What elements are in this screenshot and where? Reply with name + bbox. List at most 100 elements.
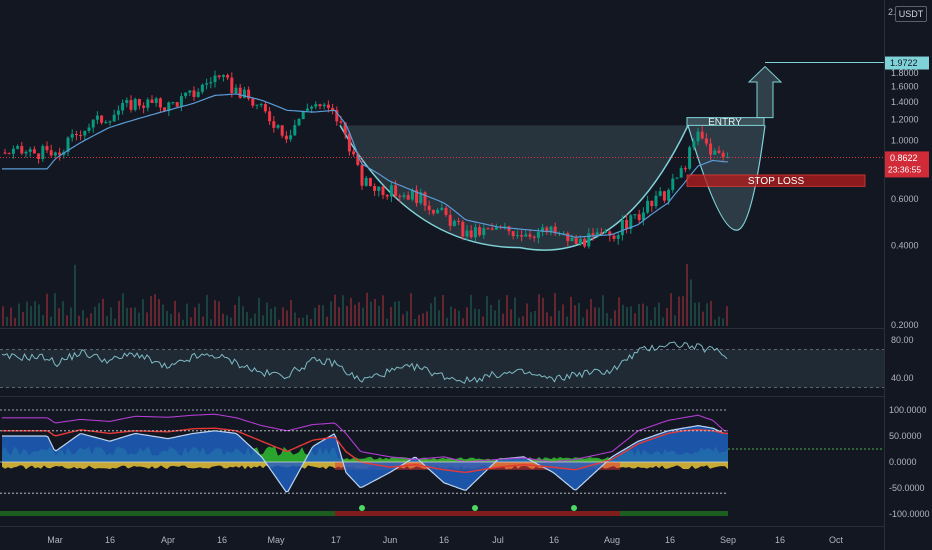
volume-bar (62, 301, 64, 326)
volume-bar (374, 298, 376, 326)
volume-bar (194, 307, 196, 326)
volume-bar (170, 313, 172, 326)
candle-body (616, 235, 620, 239)
candle-body (583, 238, 587, 247)
volume-bar (606, 313, 608, 326)
volume-bar (218, 301, 220, 326)
candle-body (650, 200, 654, 207)
volume-bar (306, 314, 308, 326)
volume-bar (318, 304, 320, 326)
volume-bar (198, 303, 200, 326)
candle-body (87, 127, 91, 131)
candle-body (524, 234, 528, 237)
candle-body (675, 177, 679, 179)
volume-bar (154, 294, 156, 326)
volume-bar (630, 306, 632, 326)
volume-bar (602, 295, 604, 326)
candle-body (129, 100, 133, 110)
time-tick: 17 (331, 535, 341, 545)
candle-body (347, 133, 351, 152)
candle-body (368, 177, 372, 186)
volume-bar (322, 305, 324, 326)
candle-body (142, 105, 146, 108)
candle-body (490, 228, 494, 230)
candle-body (91, 119, 95, 128)
candle-body (419, 192, 423, 204)
candle-body (591, 233, 595, 235)
volume-bar (486, 296, 488, 326)
volume-bar (482, 316, 484, 326)
volume-bar (202, 316, 204, 326)
candle-body (696, 131, 700, 142)
candle-body (7, 153, 11, 155)
volume-bar (522, 316, 524, 326)
candle-body (125, 100, 129, 103)
volume-bar (38, 304, 40, 326)
volume-bar (466, 307, 468, 326)
candle-body (137, 98, 141, 106)
volume-bar (702, 311, 704, 326)
volume-bar (282, 307, 284, 326)
volume-bar (610, 318, 612, 326)
volume-bar (150, 295, 152, 326)
volume-bar (410, 293, 412, 326)
osc-trend-bar (335, 511, 620, 516)
candle-body (221, 75, 225, 77)
candle-body (406, 195, 410, 200)
volume-bar (262, 315, 264, 326)
volume-bar (358, 302, 360, 326)
candle-body (49, 150, 53, 156)
candle-body (566, 233, 570, 242)
volume-bar (710, 300, 712, 326)
volume-bar (398, 301, 400, 326)
volume-bar (478, 309, 480, 326)
volume-bar (174, 300, 176, 326)
volume-bar (278, 319, 280, 326)
volume-bar (82, 310, 84, 326)
currency-badge[interactable]: USDT (895, 6, 927, 22)
volume-bar (330, 301, 332, 326)
candle-body (482, 228, 486, 236)
volume-bar (586, 309, 588, 326)
volume-bar (110, 307, 112, 326)
volume-bar (406, 311, 408, 326)
volume-bar (442, 294, 444, 326)
candle-body (381, 186, 385, 195)
candle-body (45, 146, 49, 151)
volume-bar (310, 319, 312, 326)
candle-body (725, 156, 729, 158)
candle-body (53, 152, 57, 156)
candle-body (37, 153, 41, 160)
candle-body (331, 107, 335, 111)
candle-body (209, 82, 213, 84)
volume-bar (614, 310, 616, 326)
candle-body (259, 104, 263, 106)
volume-bar (178, 312, 180, 326)
candle-body (188, 90, 192, 93)
candle-body (465, 230, 469, 237)
countdown: 23:36:55 (888, 164, 921, 174)
volume-bar (18, 303, 20, 326)
candle-body (352, 151, 356, 155)
candle-body (448, 214, 452, 226)
candle-body (536, 232, 540, 238)
candle-body (322, 104, 326, 107)
candle-body (226, 75, 230, 78)
candle-body (578, 238, 582, 245)
volume-bar (290, 299, 292, 326)
candle-body (318, 104, 322, 107)
time-tick: 16 (217, 535, 227, 545)
target-price: 1.9722 (890, 58, 918, 68)
entry-label: ENTRY (708, 117, 742, 128)
volume-bar (338, 307, 340, 326)
volume-bar (722, 318, 724, 326)
candle-body (545, 227, 549, 233)
candle-body (310, 106, 314, 109)
candle-body (595, 232, 599, 235)
price-tick: 1.8000 (891, 68, 919, 78)
candle-body (205, 83, 209, 85)
candle-body (192, 90, 196, 97)
volume-bar (526, 303, 528, 326)
candle-body (11, 148, 15, 154)
volume-bar (342, 295, 344, 326)
